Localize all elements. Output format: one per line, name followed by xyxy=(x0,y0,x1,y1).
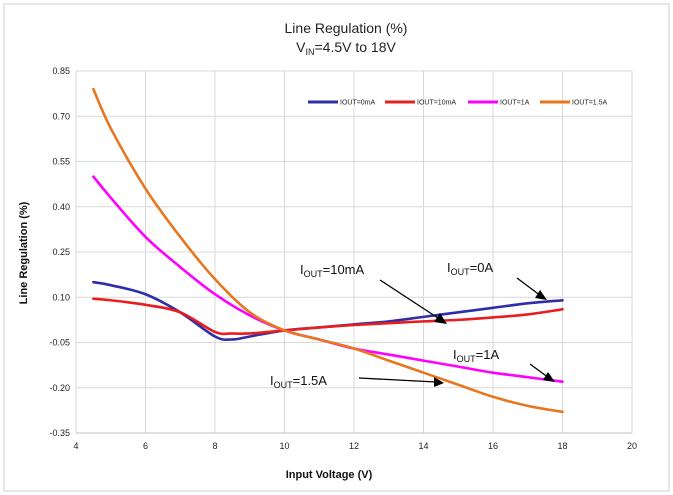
x-tick-label: 18 xyxy=(557,441,567,451)
legend-label-iout-1a: IOUT=1A xyxy=(500,100,530,107)
arrow-head-iout-1a xyxy=(543,372,555,382)
y-tick-label: -0.35 xyxy=(49,428,70,438)
legend-label-iout-10ma: IOUT=10mA xyxy=(417,100,456,107)
chart-border xyxy=(3,3,670,492)
arrow-head-iout-1p5a xyxy=(434,377,444,387)
y-tick-label: 0.25 xyxy=(52,247,70,257)
x-tick-label: 12 xyxy=(349,441,359,451)
arrow-line-iout-1p5a xyxy=(358,377,437,383)
annotation-iout-0a: IOUT=0A xyxy=(447,260,493,277)
arrow-line-iout-0a xyxy=(516,277,542,297)
x-tick-label: 4 xyxy=(73,441,78,451)
y-axis-label: Line Regulation (%) xyxy=(18,201,30,304)
annotation-iout-10ma: IOUT=10mA xyxy=(300,262,365,279)
y-tick-label: 0.10 xyxy=(52,292,70,302)
grid-lines xyxy=(75,70,633,434)
x-tick-label: 14 xyxy=(418,441,428,451)
y-tick-label: 0.85 xyxy=(52,66,70,76)
series-line-iout-10ma xyxy=(92,297,564,336)
x-tick-label: 6 xyxy=(143,441,148,451)
legend-label-iout-1p5a: IOUT=1.5A xyxy=(572,100,608,107)
subtitle-main: V xyxy=(296,39,306,55)
x-tick-label: 10 xyxy=(279,441,289,451)
arrow-line-iout-10ma xyxy=(379,279,442,321)
tick-labels: 0.85 0.70 0.55 0.40 0.25 0.10 -0.05 -0.20 -0.354… xyxy=(49,66,637,451)
arrow-head-iout-0a xyxy=(535,290,547,300)
series-line-iout-1p5a xyxy=(92,87,564,414)
series-lines xyxy=(92,87,564,414)
subtitle-sub: IN xyxy=(306,47,315,57)
legend: IOUT=0mA IOUT=10mA IOUT=1A IOUT=1.5A xyxy=(308,100,608,107)
chart-subtitle: VIN=4.5V to 18V xyxy=(296,39,396,57)
y-tick-label: -0.05 xyxy=(49,338,70,348)
y-tick-label: 0.40 xyxy=(52,202,70,212)
subtitle-rest: =4.5V to 18V xyxy=(315,39,397,55)
arrow-head-iout-10ma xyxy=(434,313,447,324)
annotation-iout-1p5a: IOUT=1.5A xyxy=(270,373,327,390)
legend-label-iout-0ma: IOUT=0mA xyxy=(340,100,376,107)
x-tick-label: 8 xyxy=(212,441,217,451)
x-tick-label: 16 xyxy=(488,441,498,451)
y-tick-label: 0.55 xyxy=(52,157,70,167)
y-tick-label: 0.70 xyxy=(52,111,70,121)
x-axis-label: Input Voltage (V) xyxy=(286,469,373,481)
x-tick-label: 20 xyxy=(627,441,637,451)
annotations: IOUT=10mA IOUT=0A IOUT=1A IOUT=1.5A xyxy=(270,260,555,390)
annotation-iout-1a: IOUT=1A xyxy=(453,347,499,364)
y-tick-label: -0.20 xyxy=(49,383,70,393)
chart-title: Line Regulation (%) xyxy=(285,20,408,36)
